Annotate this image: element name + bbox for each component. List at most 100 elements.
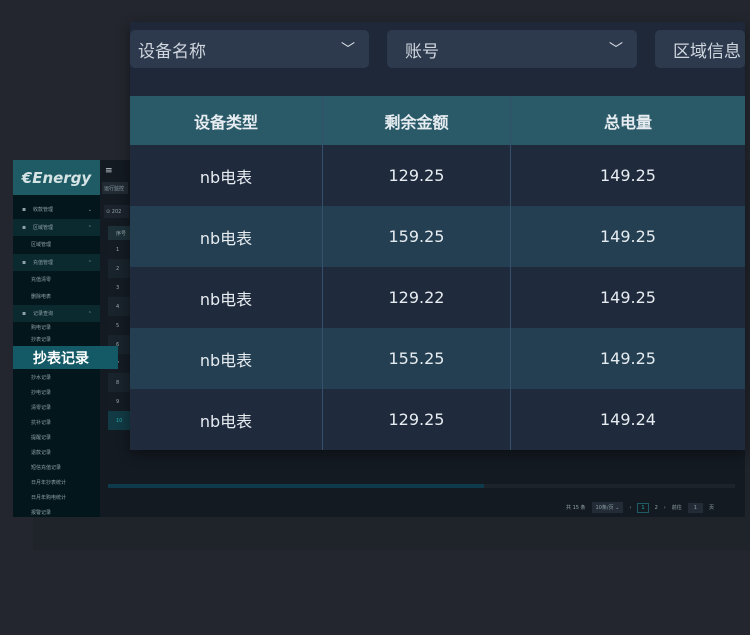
row-index: 9 [116, 398, 120, 405]
col-index: 序号 [116, 230, 127, 237]
sidebar-item[interactable]: 区域管理 [13, 237, 100, 252]
sidebar-item[interactable]: 清零记录 [13, 400, 100, 415]
sidebar-item[interactable]: 日月年抄表统计 [13, 475, 100, 490]
horizontal-scrollbar[interactable] [108, 484, 735, 488]
phone-icon: ▪ [22, 206, 27, 213]
select-label: 账号 [405, 41, 439, 62]
row-index: 2 [116, 265, 120, 272]
sidebar-item[interactable]: 抗补记录 [13, 415, 100, 430]
sidebar-item[interactable]: ▪ 收款管理 ⌄ [13, 201, 100, 218]
row-index: 8 [116, 379, 120, 386]
cell-total-power: 149.24 [510, 389, 745, 450]
region-select[interactable]: 区域信息 [655, 30, 745, 68]
cell-total-power: 149.25 [510, 145, 745, 206]
cell-balance: 129.22 [322, 267, 510, 328]
account-select[interactable]: 账号 ﹀ [387, 30, 637, 68]
chevron-icon: ⌃ [87, 224, 92, 231]
sidebar-item[interactable]: ▪ 区域管理 ⌃ [13, 219, 100, 236]
table-row[interactable]: nb电表 129.22 149.25 [130, 267, 745, 328]
zoomed-table-panel: 设备名称 ﹀ 账号 ﹀ 区域信息 设备类型 剩余金额 总电量 nb电表 129.25 1… [130, 22, 745, 450]
device-name-select[interactable]: 设备名称 ﹀ [130, 30, 369, 68]
col-balance: 剩余金额 [322, 96, 510, 145]
table-row[interactable]: nb电表 129.25 149.24 [130, 389, 745, 450]
sidebar-item-label: 抄表记录 [31, 336, 52, 343]
sidebar-item[interactable]: 抄水记录 [13, 370, 100, 385]
chevron-down-icon: ﹀ [341, 42, 355, 58]
sidebar-item-label: 清零记录 [31, 405, 52, 411]
sidebar-item-label: 记录查询 [33, 311, 54, 317]
row-index: 3 [116, 284, 120, 291]
page-2[interactable]: 2 [654, 504, 658, 511]
row-index: 5 [116, 322, 120, 329]
cell-device-type: nb电表 [199, 167, 253, 187]
sidebar-item-label: 删除电表 [31, 294, 52, 300]
goto-input[interactable]: 1 [687, 502, 703, 513]
col-device-type: 设备类型 [193, 112, 258, 132]
sidebar-item-label: 购电记录 [31, 325, 52, 331]
chevron-icon: ⌃ [87, 310, 92, 317]
cell-device-type: nb电表 [199, 350, 253, 370]
sidebar-item[interactable]: 删除电表 [13, 289, 100, 304]
date-picker[interactable]: ⊙ 202 [104, 205, 129, 218]
card-icon: ▪ [22, 259, 27, 266]
menu-toggle-icon[interactable]: ≡ [105, 166, 113, 176]
cell-balance: 129.25 [322, 145, 510, 206]
sidebar-item[interactable]: 退款记录 [13, 445, 100, 460]
table-row[interactable]: nb电表 129.25 149.25 [130, 145, 745, 206]
scrollbar-thumb[interactable] [108, 484, 485, 488]
table-row[interactable]: nb电表 155.25 149.25 [130, 328, 745, 389]
clock-icon: ⊙ [106, 208, 112, 215]
sidebar-item[interactable]: 报警记录 [13, 505, 100, 517]
chevron-icon: ⌃ [87, 259, 92, 266]
sidebar-item-label: 充值管理 [33, 260, 54, 266]
sidebar: €Energy ▪ 收款管理 ⌄ ▪ 区域管理 ⌃ 区域管理 ▪ 充值管理 ⌃ 充值清零 删除电表 ▪ 记… [13, 160, 100, 517]
sidebar-item[interactable]: 短信充值记录 [13, 460, 100, 475]
sidebar-item-label: 区域管理 [33, 225, 54, 231]
row-index: 10 [116, 417, 123, 424]
sidebar-item-label: 短信充值记录 [31, 465, 62, 471]
sidebar-item-label: 区域管理 [31, 242, 52, 248]
goto-label: 前往 [671, 505, 682, 511]
logo: €Energy [13, 160, 100, 195]
page-size-select[interactable]: 10条/页 ⌄ [591, 502, 624, 513]
table-row[interactable]: nb电表 159.25 149.25 [130, 206, 745, 267]
sidebar-item-label: 充值清零 [31, 277, 52, 283]
sidebar-item-label: 日月年抄表统计 [31, 480, 67, 486]
row-index: 4 [116, 303, 120, 310]
sidebar-item[interactable]: 购电记录 [13, 320, 100, 335]
chevron-down-icon: ﹀ [609, 42, 623, 58]
sidebar-item[interactable]: 提醒记录 [13, 430, 100, 445]
sidebar-item[interactable]: ▪ 充值管理 ⌃ [13, 254, 100, 271]
cell-device-type: nb电表 [199, 411, 253, 431]
sidebar-item-label: 抄电记录 [31, 390, 52, 396]
cell-balance: 159.25 [322, 206, 510, 267]
row-index: 1 [116, 246, 120, 253]
cell-device-type: nb电表 [199, 228, 253, 248]
sidebar-item[interactable]: 日月年购电统计 [13, 490, 100, 505]
table-header: 设备类型 剩余金额 总电量 [130, 96, 745, 145]
page-1[interactable]: 1 [637, 502, 649, 513]
next-page-button[interactable]: › [663, 504, 666, 511]
date-value: 202 [111, 208, 122, 215]
sidebar-item-label: 日月年购电统计 [31, 495, 67, 501]
tab-monitor[interactable]: 运行监控 [102, 182, 128, 194]
highlighted-menu-item[interactable]: 抄表记录 [13, 346, 118, 369]
sidebar-item-label: 抗补记录 [31, 420, 52, 426]
cell-total-power: 149.25 [510, 267, 745, 328]
sidebar-item[interactable]: ▪ 记录查询 ⌃ [13, 305, 100, 322]
cell-device-type: nb电表 [199, 289, 253, 309]
sidebar-item-label: 提醒记录 [31, 435, 52, 441]
cell-balance: 129.25 [322, 389, 510, 450]
chevron-icon: ⌄ [87, 206, 92, 213]
sidebar-item-label: 退款记录 [31, 450, 52, 456]
prev-page-button[interactable]: ‹ [629, 504, 632, 511]
sidebar-item[interactable]: 抄电记录 [13, 385, 100, 400]
cell-balance: 155.25 [322, 328, 510, 389]
total-count: 共 15 条 [566, 505, 586, 511]
page-size-value: 10条/页 [595, 505, 614, 511]
col-total-power: 总电量 [510, 96, 745, 145]
pagination: 共 15 条 10条/页 ⌄ ‹ 1 2 › 前往 1 页 [566, 502, 714, 513]
page-suffix: 页 [708, 505, 714, 511]
sidebar-item[interactable]: 抄表记录 [13, 335, 100, 343]
sidebar-item[interactable]: 充值清零 [13, 272, 100, 287]
